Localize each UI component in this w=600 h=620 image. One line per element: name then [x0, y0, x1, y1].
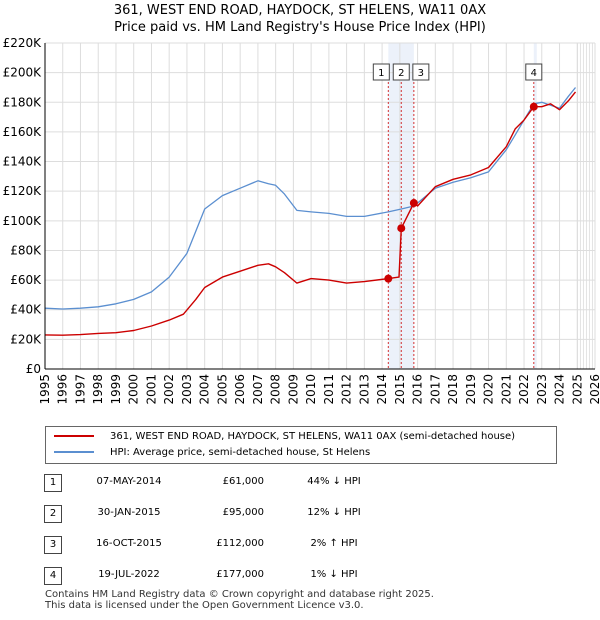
x-tick-label: 2018: [446, 374, 460, 405]
legend-item-property: 361, WEST END ROAD, HAYDOCK, ST HELENS, …: [54, 429, 515, 445]
x-tick-label: 1996: [56, 374, 70, 405]
transaction-date: 16-OCT-2015: [96, 538, 162, 549]
plot-area: [45, 43, 595, 369]
transaction-hpi-diff: 2% ↑ HPI: [310, 538, 358, 549]
y-tick-label: £60K: [10, 273, 42, 287]
x-tick-label: 2002: [162, 374, 176, 405]
transaction-marker-box: [412, 63, 430, 81]
x-tick-label: 2021: [499, 374, 513, 405]
x-tick-label: 2006: [233, 374, 247, 405]
transaction-band: [533, 43, 537, 369]
footer-copyright: Contains HM Land Registry data © Crown c…: [45, 589, 434, 600]
x-tick-label: 2003: [180, 374, 194, 405]
footer: Contains HM Land Registry data © Crown c…: [45, 589, 434, 611]
transaction-price: £95,000: [222, 507, 264, 518]
x-tick-label: 2000: [127, 374, 141, 405]
x-tick-label: 1995: [38, 374, 52, 405]
transaction-marker-label: 3: [418, 68, 424, 79]
legend-label-hpi: HPI: Average price, semi-detached house,…: [110, 447, 371, 458]
x-tick-label: 2020: [482, 374, 496, 405]
x-tick-label: 2017: [428, 374, 442, 405]
x-tick-label: 2015: [393, 374, 407, 405]
legend-swatch-property: [54, 435, 94, 437]
x-tick-label: 2004: [198, 374, 212, 405]
legend: 361, WEST END ROAD, HAYDOCK, ST HELENS, …: [45, 426, 557, 464]
x-tick-label: 2026: [588, 374, 600, 405]
footer-license: This data is licensed under the Open Gov…: [45, 600, 364, 611]
x-tick-label: 2013: [357, 374, 371, 405]
transaction-marker-box: [372, 63, 390, 81]
y-tick-label: £120K: [3, 184, 43, 198]
legend-item-hpi: HPI: Average price, semi-detached house,…: [54, 445, 370, 461]
transaction-date: 07-MAY-2014: [96, 476, 162, 487]
transaction-number-badge: 4: [44, 567, 62, 585]
transaction-hpi-diff: 1% ↓ HPI: [310, 569, 358, 580]
transaction-point: [409, 199, 418, 208]
chart-title: 361, WEST END ROAD, HAYDOCK, ST HELENS, …: [113, 3, 487, 18]
transaction-marker-label: 4: [531, 68, 537, 79]
legend-swatch-hpi: [54, 451, 94, 453]
hpi-series-line: [44, 87, 577, 310]
transaction-price: £61,000: [222, 476, 264, 487]
x-tick-label: 2022: [517, 374, 531, 405]
transaction-marker-box: [525, 63, 543, 81]
x-tick-label: 2001: [144, 374, 158, 405]
price-chart: 1 2 3 4 £0 £20K £40K £60K £80K £100K £120K £140K £1…: [3, 36, 600, 405]
transaction-point: [529, 102, 538, 111]
transaction-date: 30-JAN-2015: [97, 507, 161, 518]
chart-subtitle: Price paid vs. HM Land Registry's House …: [114, 20, 486, 35]
x-tick-label: 2014: [375, 374, 389, 405]
transaction-price: £112,000: [216, 538, 264, 549]
x-tick-label: 2019: [464, 374, 478, 405]
x-tick-label: 1999: [109, 374, 123, 405]
transaction-number-badge: 2: [44, 505, 62, 523]
transaction-point: [384, 274, 393, 283]
transaction-number-badge: 1: [44, 474, 62, 492]
legend-label-property: 361, WEST END ROAD, HAYDOCK, ST HELENS, …: [110, 431, 516, 442]
y-tick-label: £200K: [3, 66, 43, 80]
x-tick-label: 2011: [322, 374, 336, 405]
x-tick-label: 2010: [304, 374, 318, 405]
y-tick-label: £180K: [3, 95, 43, 109]
transaction-marker-box: [392, 63, 410, 81]
y-tick-label: £0: [26, 362, 41, 376]
transaction-hpi-diff: 44% ↓ HPI: [307, 476, 361, 487]
y-tick-label: £80K: [10, 243, 42, 257]
x-tick-label: 2012: [340, 374, 354, 405]
x-tick-label: 2009: [286, 374, 300, 405]
transaction-marker-label: 2: [398, 68, 404, 79]
x-tick-label: 2007: [251, 374, 265, 405]
x-tick-label: 2024: [553, 374, 567, 405]
y-tick-label: £100K: [3, 214, 43, 228]
x-tick-label: 2005: [215, 374, 229, 405]
transaction-point: [397, 224, 406, 233]
transaction-date: 19-JUL-2022: [98, 569, 160, 580]
x-tick-label: 2023: [535, 374, 549, 405]
transaction-number-badge: 3: [44, 536, 62, 554]
y-tick-label: £220K: [3, 36, 43, 50]
transaction-price: £177,000: [216, 569, 264, 580]
forecast-hatch: [576, 43, 593, 369]
y-tick-label: £160K: [3, 125, 43, 139]
y-tick-label: £140K: [3, 155, 43, 169]
y-tick-label: £40K: [10, 303, 42, 317]
property-series-line: [44, 91, 577, 336]
x-tick-label: 2016: [411, 374, 425, 405]
x-tick-label: 2025: [570, 374, 584, 405]
x-tick-label: 2008: [269, 374, 283, 405]
transaction-marker-label: 1: [378, 68, 384, 79]
x-tick-label: 1998: [91, 374, 105, 405]
y-tick-label: £20K: [10, 332, 42, 346]
transaction-hpi-diff: 12% ↓ HPI: [307, 507, 361, 518]
x-tick-label: 1997: [73, 374, 87, 405]
